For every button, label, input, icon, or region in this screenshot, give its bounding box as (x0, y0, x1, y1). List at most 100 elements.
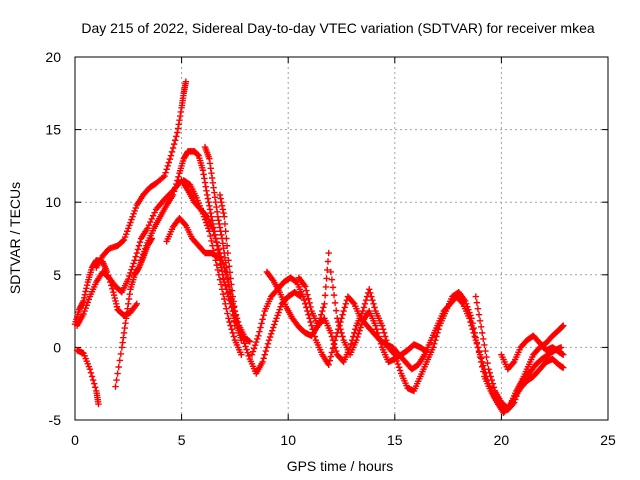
data-point-marker (226, 318, 233, 326)
data-point-marker (241, 340, 248, 347)
data-point-marker (205, 199, 212, 206)
data-point-marker (131, 257, 138, 264)
data-point-marker (305, 311, 312, 318)
data-point-marker (463, 300, 470, 308)
data-point-marker (128, 266, 135, 273)
data-point-marker (347, 340, 355, 347)
data-point-marker (211, 194, 219, 201)
data-point-marker (341, 304, 348, 311)
chart-title: Day 215 of 2022, Sidereal Day-to-day VTE… (81, 20, 594, 36)
data-point-marker (362, 297, 370, 304)
data-point-marker (475, 349, 483, 356)
data-point-marker (223, 242, 231, 249)
data-point-marker (475, 311, 483, 318)
data-point-marker (216, 220, 223, 228)
data-point-marker (263, 344, 271, 351)
data-point-marker (206, 206, 214, 213)
data-point-marker (469, 320, 476, 327)
data-point-marker (205, 225, 212, 232)
data-point-marker (259, 358, 266, 366)
data-point-marker (304, 291, 311, 298)
data-point-marker (143, 242, 150, 249)
data-point-marker (320, 304, 327, 311)
data-point-marker (244, 349, 251, 356)
data-point-marker (110, 289, 117, 296)
data-point-marker (266, 333, 274, 341)
data-point-marker (202, 219, 210, 226)
data-point-marker (176, 112, 184, 120)
series-trace-o (472, 293, 567, 412)
data-point-marker (328, 349, 336, 356)
data-point-marker (321, 292, 329, 299)
data-point-marker (151, 209, 158, 216)
data-point-marker (242, 343, 249, 350)
series-trace-a (73, 347, 102, 408)
data-point-marker (480, 368, 487, 375)
data-point-marker (85, 296, 93, 303)
data-point-marker (211, 231, 219, 239)
data-point-marker (215, 271, 223, 278)
data-point-marker (134, 246, 142, 253)
data-point-marker (382, 333, 389, 340)
data-point-marker (124, 228, 131, 235)
series-trace-d (93, 78, 190, 271)
data-point-marker (206, 228, 213, 235)
data-point-marker (267, 330, 275, 338)
data-point-marker (474, 344, 482, 351)
data-point-marker (219, 206, 227, 213)
data-point-marker (259, 316, 266, 323)
data-point-marker (202, 183, 209, 190)
data-point-marker (472, 334, 480, 341)
data-point-marker (318, 311, 325, 318)
data-point-marker (130, 260, 137, 267)
data-point-marker (86, 365, 94, 373)
data-point-marker (173, 133, 180, 140)
data-point-marker (174, 125, 182, 132)
data-point-marker (203, 187, 210, 195)
data-point-marker (177, 108, 185, 116)
data-point-marker (484, 359, 491, 367)
data-point-marker (128, 216, 135, 223)
data-point-marker (127, 269, 134, 277)
data-point-marker (92, 384, 99, 391)
data-point-marker (208, 174, 216, 182)
data-point-marker (135, 265, 142, 272)
data-point-marker (302, 283, 309, 290)
data-point-marker (194, 151, 202, 159)
data-point-marker (170, 140, 178, 148)
data-point-marker (161, 172, 168, 180)
data-point-marker (174, 129, 181, 136)
x-tick-label: 15 (387, 432, 403, 448)
data-point-marker (176, 116, 183, 124)
data-point-marker (375, 333, 383, 340)
data-point-marker (358, 321, 365, 328)
data-point-marker (210, 184, 217, 191)
data-point-marker (245, 352, 252, 360)
data-point-marker (212, 199, 219, 206)
data-point-marker (221, 295, 228, 303)
grid-lines (75, 57, 608, 420)
data-point-marker (429, 344, 437, 351)
data-point-marker (324, 258, 332, 265)
data-point-marker (258, 320, 265, 327)
data-point-marker (338, 329, 345, 337)
data-point-marker (329, 284, 337, 291)
data-point-marker (560, 322, 567, 329)
data-point-marker (271, 321, 278, 328)
data-point-marker (334, 315, 341, 322)
data-point-marker (332, 307, 340, 314)
data-point-marker (379, 326, 387, 333)
y-tick-label: 20 (45, 49, 61, 65)
data-point-marker (132, 253, 139, 260)
data-point-marker (331, 299, 339, 307)
data-point-marker (216, 224, 224, 231)
data-point-marker (221, 213, 228, 220)
data-point-marker (136, 238, 144, 246)
data-point-marker (216, 191, 224, 199)
data-point-marker (480, 362, 487, 369)
data-point-marker (220, 244, 227, 252)
data-point-marker (203, 222, 211, 229)
data-point-marker (374, 329, 381, 337)
data-point-marker (95, 400, 102, 408)
data-point-marker (466, 309, 473, 316)
